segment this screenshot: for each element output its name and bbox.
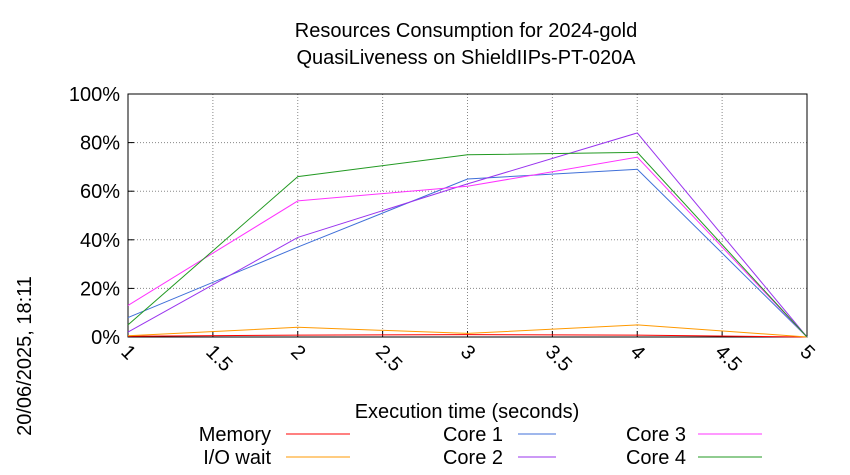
y-tick-label: 100%	[69, 84, 120, 106]
series-lines	[127, 132, 808, 338]
series-line-core-4	[127, 151, 808, 338]
x-tick-label: 3.5	[541, 341, 576, 376]
y-tick-label: 40%	[80, 230, 120, 252]
x-tick-label: 5	[795, 341, 818, 364]
x-tick-label: 1.5	[201, 341, 236, 376]
grid-lines	[128, 94, 807, 337]
x-axis-label: Execution time (seconds)	[355, 401, 580, 423]
legend-label: Core 4	[626, 447, 686, 469]
x-tick-label: 2	[286, 341, 309, 364]
plot-frame	[127, 93, 808, 338]
x-tick-label: 4.5	[711, 341, 746, 376]
x-tick-label: 4	[626, 341, 649, 364]
chart-title-line1: Resources Consumption for 2024-gold	[295, 20, 637, 42]
legend-label: Core 1	[443, 424, 503, 446]
legend-label: I/O wait	[203, 447, 271, 469]
series-line-i-o-wait	[127, 324, 808, 338]
series-line-memory	[127, 334, 808, 338]
series-line-core-3	[127, 156, 808, 338]
series-line-core-1	[127, 168, 808, 338]
y-axis-ticks: 0% 20% 40% 60% 80% 100%	[69, 84, 134, 349]
x-tick-label: 3	[456, 341, 479, 364]
legend-label: Core 2	[443, 447, 503, 469]
timestamp-label: 20/06/2025, 18:11	[14, 276, 36, 436]
x-tick-label: 2.5	[371, 341, 406, 376]
y-tick-label: 60%	[80, 181, 120, 203]
legend-label: Memory	[199, 424, 271, 446]
chart-title-line2: QuasiLiveness on ShieldIIPs-PT-020A	[296, 47, 636, 69]
y-tick-label: 0%	[91, 327, 120, 349]
x-axis-ticks: 1 1.5 2 2.5 3 3.5 4 4.5 5	[116, 331, 819, 376]
series-line-core-2	[127, 132, 808, 338]
y-tick-label: 80%	[80, 133, 120, 155]
legend-label: Core 3	[626, 424, 686, 446]
y-tick-label: 20%	[80, 278, 120, 300]
